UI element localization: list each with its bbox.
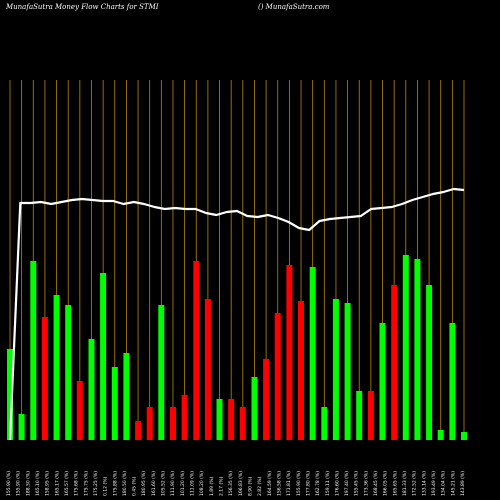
bar: [146, 407, 153, 440]
bar: [344, 303, 351, 440]
bar: [332, 299, 339, 440]
x-tick-label: 168.45 (%): [373, 471, 379, 496]
bar: [76, 381, 83, 440]
x-tick-label: 134.04 (%): [441, 471, 447, 496]
x-tick-label: 159.11 (%): [325, 471, 331, 496]
bar: [65, 305, 72, 440]
bar: [7, 349, 13, 440]
chart-title: MunafaSutra Money Flow Charts for STMI: [5, 3, 159, 11]
x-tick-label: 111.90 (%): [170, 471, 176, 496]
bar: [414, 259, 421, 440]
x-tick-label: 180.50 (%): [122, 471, 128, 496]
bar: [379, 323, 386, 440]
x-tick-label: 155.90 (%): [6, 471, 12, 496]
bar: [426, 285, 433, 440]
x-tick-label: 161.60 (%): [151, 471, 157, 496]
bar: [309, 267, 316, 440]
x-tick-label: 145.21 (%): [450, 471, 456, 496]
x-tick-label: 156.35 (%): [228, 471, 234, 496]
bar: [170, 407, 176, 440]
bar: [53, 295, 60, 440]
x-tick-label: 197.40 (%): [344, 471, 350, 496]
bar: [298, 301, 304, 440]
x-tick-label: 165.57 (%): [64, 471, 70, 496]
x-tick-label: 177.80 (%): [305, 471, 311, 496]
bar: [18, 414, 25, 440]
bar: [100, 273, 107, 440]
x-tick-label: 105.52 (%): [161, 471, 167, 496]
bar: [356, 391, 363, 440]
x-tick-label: 108.20 (%): [199, 471, 205, 496]
bar: [449, 323, 456, 440]
bar: [228, 399, 235, 440]
x-tick-label: 155.45 (%): [354, 471, 360, 496]
bar: [216, 399, 223, 440]
bar: [251, 377, 258, 440]
x-tick-label: 180.95 (%): [141, 471, 147, 496]
x-tick-label: 156.58 (%): [277, 471, 283, 496]
x-tick-label: 165.65 (%): [392, 471, 398, 496]
x-tick-label: 181.33 (%): [402, 471, 408, 496]
x-tick-label: 155.90 (%): [296, 471, 302, 496]
x-tick-label: 101.20 (%): [180, 471, 186, 496]
bar: [263, 359, 270, 440]
x-tick-label: 175.25 (%): [93, 471, 99, 496]
bar: [274, 313, 281, 440]
x-tick-label: 173.36 (%): [363, 471, 369, 496]
x-tick-labels: 155.90 (%) 155.90 (%) 188.50 (%) 165.10 (%)…: [6, 471, 466, 496]
x-tick-label: 162.78 (%): [315, 471, 321, 496]
bar: [181, 395, 188, 440]
bar: [135, 421, 142, 440]
bar: [88, 339, 95, 440]
x-tick-label: 0.45 (%): [132, 477, 138, 496]
x-tick-label: 171.81 (%): [286, 471, 292, 496]
bar: [111, 367, 118, 440]
bar: [402, 255, 409, 440]
x-tick-label: 2.17 (%): [219, 477, 225, 496]
bar: [41, 317, 48, 440]
x-tick-label: 176.60 (%): [334, 471, 340, 496]
bar-series: [7, 255, 467, 440]
money-flow-line: [8, 187, 465, 441]
x-tick-label: 8.90 (%): [248, 477, 254, 496]
bar: [391, 285, 398, 440]
x-tick-label: 2.82 (%): [257, 477, 263, 496]
x-tick-label: 166.83 (%): [238, 471, 244, 496]
bar: [30, 261, 37, 440]
x-tick-label: 175.75 (%): [83, 471, 89, 496]
x-tick-label: 193.49 (%): [431, 471, 437, 496]
chart-subtitle: () MunafaSutra.com: [258, 3, 330, 11]
x-tick-label: 158.95 (%): [45, 471, 51, 496]
x-tick-label: 188.50 (%): [25, 471, 31, 496]
x-tick-label: 133.14 (%): [421, 471, 427, 496]
bar: [367, 391, 374, 440]
x-tick-label: 175.88 (%): [112, 471, 118, 496]
bar: [123, 353, 130, 440]
x-tick-label: 155.90 (%): [16, 471, 22, 496]
bar: [461, 432, 467, 440]
bar: [286, 265, 293, 440]
x-tick-label: 0.12 (%): [103, 477, 109, 496]
x-tick-label: 175.68 (%): [74, 471, 80, 496]
x-tick-label: 172.52 (%): [412, 471, 418, 496]
x-tick-label: 1.89 (%): [209, 477, 215, 496]
bar: [437, 430, 444, 440]
x-tick-label: 143.89 (%): [460, 471, 466, 496]
bar: [204, 299, 211, 440]
bar: [321, 407, 328, 440]
bar: [158, 305, 165, 440]
x-tick-label: 111.09 (%): [190, 471, 196, 496]
bar: [193, 261, 200, 440]
x-tick-label: 165.10 (%): [35, 471, 41, 496]
x-tick-label: 165.17 (%): [54, 471, 60, 496]
x-tick-label: 166.05 (%): [383, 471, 389, 496]
bar: [239, 407, 246, 440]
x-tick-label: 164.59 (%): [267, 471, 273, 496]
